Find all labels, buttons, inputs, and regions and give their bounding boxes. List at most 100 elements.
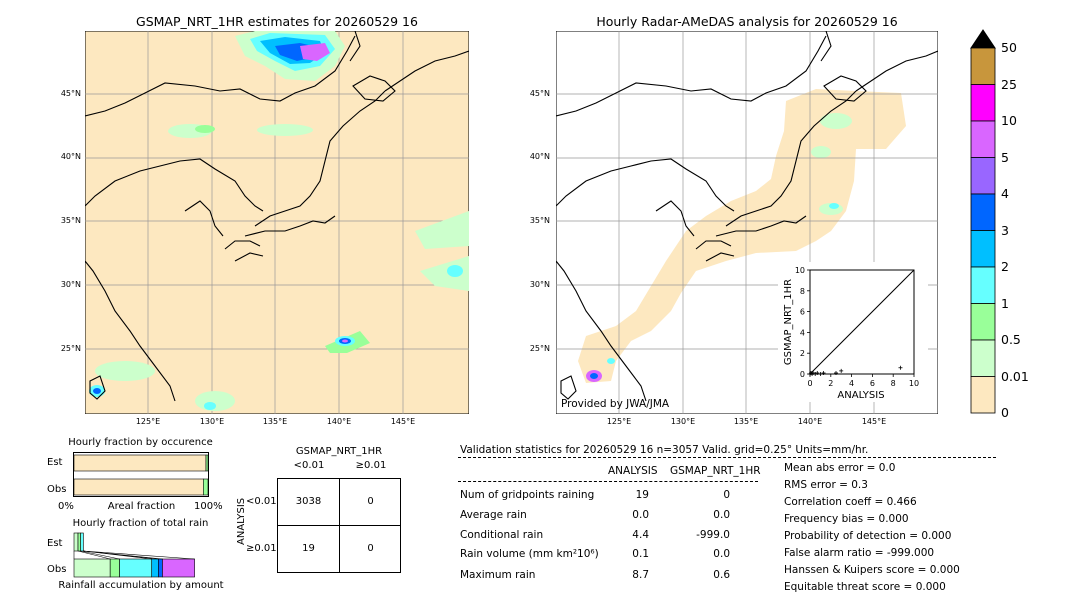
validation-row-label: Rain volume (mm km²10⁶)	[460, 548, 599, 560]
scatter-ytick-label: 2	[800, 349, 805, 358]
scatter-inset: 0 2 4 6 8 10 0 2 4 6 8 10 ANALYSIS GSMAP_NRT_1HR	[778, 262, 928, 402]
occurrence-bar-obs	[203, 478, 209, 496]
scatter-point	[815, 370, 820, 375]
right-lon-tick: 125°E	[606, 417, 632, 426]
colorbar-label: 1	[1001, 295, 1009, 311]
right-lat-tick: 40°N	[529, 152, 550, 161]
colorbar-segment	[970, 266, 996, 304]
left-lat-tick: 45°N	[60, 89, 81, 98]
colorbar-label: 25	[1001, 76, 1017, 92]
scatter-ytick-label: 6	[800, 308, 805, 317]
scatter-xtick-label: 2	[828, 379, 833, 388]
validation-row-label: Maximum rain	[460, 569, 536, 581]
totalrain-label-est: Est	[47, 538, 63, 549]
validation-row-analysis: 0.0	[632, 509, 649, 521]
colorbar-label: 0.01	[1001, 368, 1029, 384]
right-lon-tick: 135°E	[733, 417, 759, 426]
totalrain-xlabel: Rainfall accumulation by amount	[58, 580, 224, 591]
contingency-col-0: <0.01	[293, 460, 325, 471]
scatter-xtick-label: 10	[909, 379, 919, 388]
scatter-xlabel: ANALYSIS	[837, 390, 884, 401]
left-lon-tick: 130°E	[199, 417, 225, 426]
colorbar-label: 50	[1001, 40, 1017, 55]
scatter-ytick-label: 0	[800, 370, 805, 379]
right-lat-tick: 45°N	[529, 89, 550, 98]
contingency-hline	[278, 525, 400, 526]
left-lat-tick: 30°N	[60, 280, 81, 289]
score-line: Correlation coeff = 0.466	[784, 496, 917, 508]
colorbar-segment	[970, 230, 996, 268]
validation-col-gsmap: GSMAP_NRT_1HR	[670, 465, 761, 477]
scatter-point	[821, 370, 826, 375]
occurrence-chart	[73, 452, 209, 497]
occurrence-xlabel: Areal fraction	[107, 501, 176, 512]
colorbar-segment	[970, 303, 996, 341]
score-line: Hanssen & Kuipers score = 0.000	[784, 564, 960, 576]
colorbar-segment	[970, 193, 996, 231]
right-map-title: Hourly Radar-AMeDAS analysis for 2026052…	[596, 14, 898, 29]
validation-row-analysis: 19	[635, 489, 649, 501]
occurrence-tick-0: 0%	[58, 501, 74, 512]
score-line: Equitable threat score = 0.000	[784, 581, 946, 593]
left-map-precip	[89, 31, 469, 411]
scatter-point	[813, 372, 818, 376]
totalrain-bar-obs	[151, 558, 159, 578]
totalrain-bar-obs	[73, 558, 111, 578]
validation-row-label: Average rain	[460, 509, 527, 521]
right-lat-tick: 35°N	[529, 216, 550, 225]
validation-row-label: Conditional rain	[460, 529, 544, 541]
scatter-ytick-label: 4	[800, 328, 805, 337]
totalrain-bar-est	[77, 532, 82, 552]
validation-row-analysis: 4.4	[632, 529, 649, 541]
score-line: Frequency bias = 0.000	[784, 513, 909, 525]
scatter-xtick-label: 6	[870, 379, 875, 388]
score-line: RMS error = 0.3	[784, 479, 868, 491]
score-line: Probability of detection = 0.000	[784, 530, 952, 542]
totalrain-bar-est	[73, 532, 79, 552]
left-map-coastline	[85, 31, 469, 402]
scatter-point	[834, 370, 838, 375]
colorbar-label: 3	[1001, 222, 1009, 238]
totalrain-connector	[80, 550, 120, 560]
totalrain-connector	[83, 550, 195, 560]
validation-row-label: Num of gridpoints raining	[460, 489, 595, 501]
contingency-row-0: <0.01	[246, 496, 277, 507]
occurrence-tick-100: 100%	[194, 501, 223, 512]
left-lon-tick: 140°E	[326, 417, 352, 426]
totalrain-bar-obs	[109, 558, 120, 578]
right-lat-tick: 30°N	[529, 280, 550, 289]
validation-col-analysis: ANALYSIS	[608, 465, 658, 477]
scatter-xtick-label: 4	[849, 379, 854, 388]
colorbar-label: 4	[1001, 186, 1009, 201]
provider-text: Provided by JWA/JMA	[561, 398, 670, 410]
scatter-ytick-label: 10	[795, 266, 805, 275]
right-lat-tick: 25°N	[529, 344, 550, 353]
validation-row-gsmap: 0.6	[713, 569, 730, 581]
colorbar	[970, 29, 996, 414]
totalrain-title: Hourly fraction of total rain	[72, 518, 209, 529]
right-map-precip	[586, 113, 852, 382]
totalrain-bar-obs	[158, 558, 163, 578]
contingency-row-1: ≥0.01	[246, 543, 277, 554]
scatter-diagonal	[809, 269, 915, 375]
contingency-cell: 0	[367, 496, 374, 507]
validation-divider-mid	[458, 481, 758, 482]
left-lon-tick: 125°E	[135, 417, 161, 426]
contingency-title: GSMAP_NRT_1HR	[295, 446, 383, 457]
validation-row-analysis: 8.7	[632, 569, 649, 581]
scatter-point	[818, 372, 823, 376]
validation-row-analysis: 0.1	[632, 548, 649, 560]
contingency-cell: 0	[367, 543, 374, 554]
score-line: False alarm ratio = -999.000	[784, 547, 935, 559]
left-map-grid	[85, 31, 469, 414]
colorbar-label: 0	[1001, 405, 1009, 420]
right-lon-tick: 140°E	[797, 417, 823, 426]
occurrence-bar-est	[73, 454, 207, 472]
colorbar-label: 0.5	[1001, 332, 1021, 347]
right-map-coverage	[578, 89, 906, 383]
left-map-title: GSMAP_NRT_1HR estimates for 20260529 16	[136, 14, 418, 29]
contingency-cell: 3038	[295, 496, 322, 507]
left-lon-tick: 135°E	[262, 417, 288, 426]
colorbar-segment	[970, 47, 996, 85]
left-lat-tick: 35°N	[60, 216, 81, 225]
